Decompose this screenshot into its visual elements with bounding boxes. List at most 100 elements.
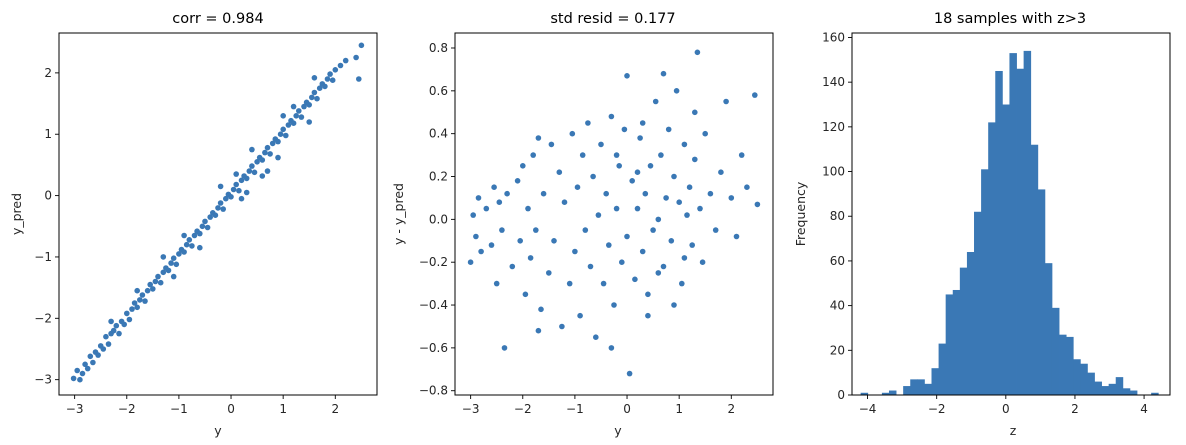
residual-scatter-point-89 [728, 195, 735, 201]
residual-scatter-ytick-label-5: 0.2 [429, 170, 448, 184]
corr-scatter-ytick-label-4: 1 [44, 127, 52, 141]
z-histogram-xtick-label-0: −4 [859, 402, 877, 416]
corr-scatter-point-19 [121, 321, 127, 328]
corr-scatter-point-60 [228, 194, 234, 200]
z-histogram-bar-37 [1122, 388, 1131, 395]
residual-scatter-point-30 [561, 199, 568, 205]
z-histogram-bar-11 [938, 343, 947, 395]
corr-scatter-xtick-label-3: 0 [227, 402, 235, 416]
residual-scatter-point-1 [470, 212, 477, 218]
corr-scatter-point-61 [230, 186, 237, 193]
corr-scatter-xtick-label-4: 1 [279, 402, 287, 416]
residual-scatter-xtick-label-3: 0 [623, 402, 631, 416]
corr-scatter-point-28 [144, 287, 151, 294]
residual-scatter-points [467, 49, 761, 377]
residual-scatter-frame [454, 32, 774, 396]
residual-scatter-point-79 [689, 242, 695, 248]
residual-scatter-point-45 [603, 190, 609, 197]
residual-scatter-point-27 [551, 238, 557, 244]
corr-scatter-point-80 [280, 126, 287, 133]
corr-scatter-point-39 [173, 261, 180, 268]
corr-scatter-point-57 [220, 206, 226, 212]
residual-scatter-point-75 [679, 280, 685, 287]
z-histogram-ytick-label-5: 100 [822, 165, 845, 179]
z-histogram-bar-0 [860, 392, 869, 395]
corr-scatter-point-0 [70, 375, 77, 382]
residual-scatter-xtick-label-0: −3 [462, 402, 480, 416]
residual-scatter-point-102 [613, 152, 620, 158]
residual-scatter-point-52 [621, 126, 628, 133]
corr-scatter-point-4 [82, 361, 88, 368]
corr-scatter-point-122 [290, 103, 297, 110]
corr-scatter-point-2 [77, 376, 83, 383]
residual-scatter-point-59 [637, 135, 643, 141]
residual-scatter-point-18 [525, 205, 531, 212]
z-histogram-bar-36 [1115, 377, 1124, 395]
residual-scatter-point-67 [658, 152, 664, 158]
z-histogram-bar-29 [1066, 336, 1074, 395]
corr-scatter-point-54 [212, 212, 219, 218]
corr-scatter-point-33 [157, 279, 164, 286]
corr-scatter-point-79 [277, 131, 284, 137]
residual-scatter-point-74 [676, 199, 682, 205]
z-histogram-ylabel: Frequency [793, 181, 808, 246]
z-histogram-xtick-label-4: 4 [1140, 402, 1148, 416]
z-histogram-xtick-label-3: 2 [1071, 402, 1079, 416]
residual-scatter-point-95 [660, 70, 667, 77]
residual-scatter-point-50 [616, 163, 622, 169]
residual-scatter-point-61 [642, 190, 649, 197]
corr-scatter-point-103 [353, 54, 359, 61]
residual-scatter-point-98 [634, 169, 641, 175]
corr-scatter-ytick-label-1: −2 [34, 311, 52, 325]
residual-scatter-point-48 [611, 302, 617, 308]
corr-scatter-point-97 [324, 76, 331, 82]
corr-scatter-point-109 [264, 168, 271, 174]
residual-scatter-point-15 [517, 238, 523, 244]
residual-scatter-ytick-label-3: −0.2 [419, 255, 448, 269]
residual-scatter-point-44 [600, 280, 607, 287]
residual-scatter-point-17 [522, 291, 529, 298]
residual-scatter-point-26 [548, 141, 555, 148]
z-histogram-bar-4 [888, 390, 897, 395]
z-histogram-bar-6 [903, 386, 911, 395]
residual-scatter-point-51 [619, 259, 625, 266]
corr-scatter-point-1 [74, 367, 80, 374]
residual-scatter-point-78 [686, 184, 693, 190]
corr-scatter-frame [58, 32, 378, 396]
z-histogram-ytick-label-1: 20 [830, 343, 845, 357]
corr-scatter-ytick-label-2: −1 [34, 250, 52, 264]
residual-scatter-point-14 [514, 178, 521, 184]
residual-scatter-point-9 [496, 199, 503, 205]
residual-scatter-point-85 [707, 190, 714, 197]
corr-scatter-point-84 [290, 120, 297, 126]
corr-scatter-point-102 [342, 57, 349, 64]
corr-scatter-point-113 [306, 119, 313, 125]
residual-scatter-point-6 [488, 242, 495, 248]
corr-scatter-point-40 [176, 251, 182, 257]
corr-scatter-point-108 [238, 195, 245, 202]
residual-scatter-point-47 [608, 113, 615, 120]
corr-scatter-point-117 [275, 154, 281, 161]
residual-scatter-point-42 [595, 212, 602, 218]
z-histogram-xlabel: z [1010, 423, 1017, 438]
residual-scatter-point-60 [639, 248, 646, 255]
corr-scatter-point-119 [108, 318, 114, 325]
z-histogram-ytick-label-7: 140 [822, 75, 845, 89]
residual-scatter-ytick-label-1: −0.6 [419, 341, 448, 355]
corr-scatter-ytick-label-5: 2 [44, 66, 52, 80]
corr-scatter-xtick-label-2: −1 [170, 402, 188, 416]
z-histogram-bar-10 [931, 368, 939, 395]
residual-scatter-point-104 [655, 270, 662, 276]
z-histogram-bar-17 [981, 169, 989, 395]
residual-scatter-point-81 [694, 49, 701, 56]
corr-scatter-point-90 [306, 102, 313, 108]
residual-scatter-point-16 [520, 163, 526, 169]
residual-scatter-point-83 [699, 259, 706, 266]
residual-scatter-point-88 [723, 98, 729, 105]
corr-scatter-point-50 [202, 218, 208, 225]
residual-scatter-point-31 [566, 280, 573, 287]
z-histogram-bar-13 [952, 289, 961, 395]
corr-scatter-point-118 [311, 75, 318, 81]
z-histogram-bar-28 [1059, 334, 1067, 395]
